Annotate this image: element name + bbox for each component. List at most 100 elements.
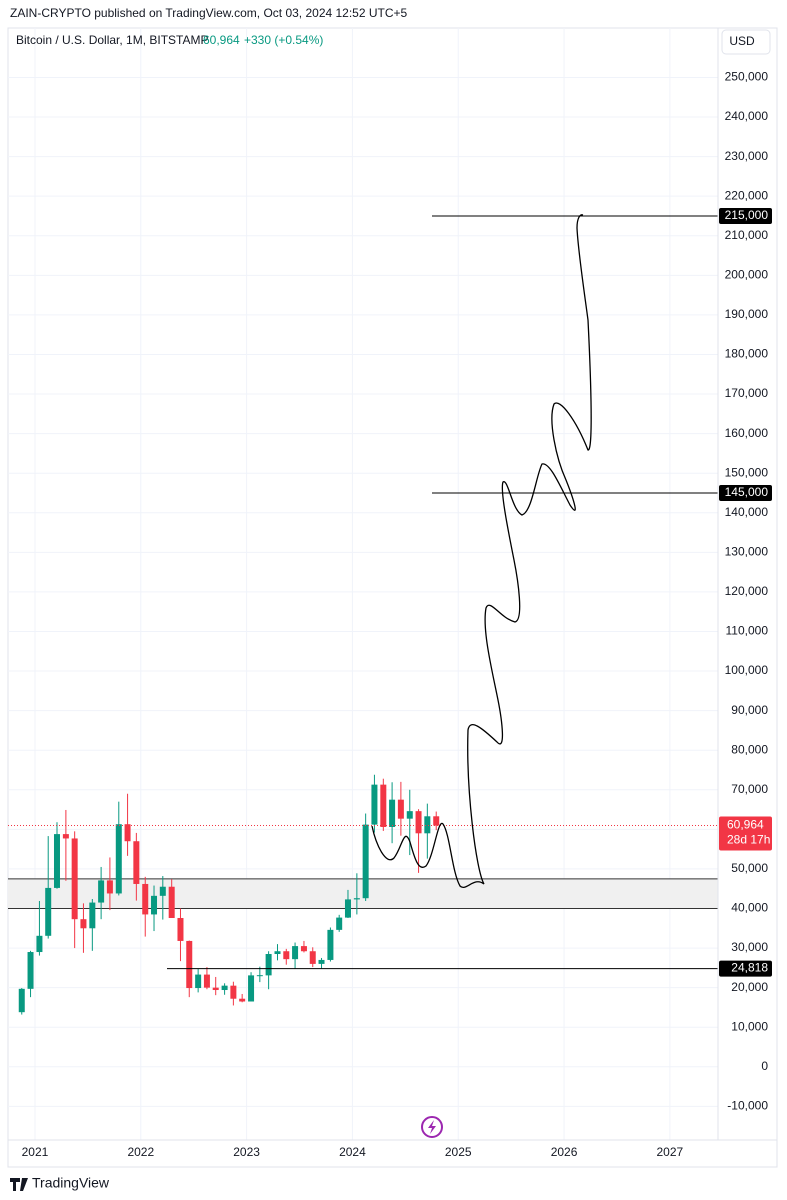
candle-body xyxy=(53,834,60,888)
candle-body xyxy=(389,799,396,827)
candle-body xyxy=(353,898,360,900)
candle-body xyxy=(239,998,246,1002)
y-tick-label: 250,000 xyxy=(725,70,769,84)
y-tick-label: 30,000 xyxy=(731,940,768,954)
grid xyxy=(8,28,718,1140)
candle-body xyxy=(300,946,307,952)
x-tick-label: 2021 xyxy=(22,1145,49,1159)
y-tick-label: 180,000 xyxy=(725,347,769,361)
candle-body xyxy=(177,917,184,941)
candle-body xyxy=(27,952,34,989)
candle-body xyxy=(186,940,193,989)
candle-body xyxy=(89,902,96,929)
y-tick-label: 240,000 xyxy=(725,109,769,123)
header-change: +330 (+0.54%) xyxy=(244,33,323,47)
level-box xyxy=(719,960,772,977)
candle-body xyxy=(424,816,431,834)
candle-body xyxy=(265,954,272,976)
candle-body xyxy=(380,784,387,827)
symbol-title: Bitcoin / U.S. Dollar, 1M, BITSTAMP xyxy=(16,33,209,47)
candle-body xyxy=(292,946,299,960)
y-tick-label: 50,000 xyxy=(731,861,768,875)
candle-body xyxy=(203,974,210,988)
candle-body xyxy=(397,799,404,819)
candle-body xyxy=(336,917,343,930)
candle-body xyxy=(371,784,378,825)
candle-body xyxy=(327,929,334,960)
currency-button[interactable] xyxy=(721,29,771,55)
candle-body xyxy=(274,951,281,955)
y-tick-label: -10,000 xyxy=(727,1099,768,1113)
candle-body xyxy=(318,959,325,964)
level-label: 145,000 xyxy=(725,485,769,499)
brand: TradingView xyxy=(32,1175,110,1191)
y-tick-label: 230,000 xyxy=(725,149,769,163)
x-tick-label: 2025 xyxy=(445,1145,472,1159)
last-price-box xyxy=(719,816,772,851)
freehand-drawing xyxy=(371,214,592,888)
candle-body xyxy=(212,987,219,991)
candle-body xyxy=(433,816,440,826)
candle-body xyxy=(71,838,78,920)
candle-body xyxy=(256,975,263,977)
candle-body xyxy=(221,985,228,991)
y-tick-label: 140,000 xyxy=(725,505,769,519)
candle-body xyxy=(151,895,158,915)
candle-body xyxy=(62,834,69,839)
x-tick-label: 2023 xyxy=(233,1145,260,1159)
logo-mark xyxy=(10,1178,28,1191)
candle-body xyxy=(159,886,166,896)
candle-body xyxy=(283,951,290,960)
y-tick-label: 150,000 xyxy=(725,465,769,479)
lightning xyxy=(428,1120,436,1134)
y-tick-label: 170,000 xyxy=(725,386,769,400)
candle-body xyxy=(195,974,202,989)
candle-body xyxy=(248,975,255,1002)
candle-body xyxy=(133,841,140,884)
level-label: 24,818 xyxy=(731,961,768,975)
y-tick-label: 40,000 xyxy=(731,901,768,915)
candle-body xyxy=(36,935,43,953)
x-tick-label: 2027 xyxy=(657,1145,684,1159)
candle-body xyxy=(309,951,316,964)
y-tick-label: 200,000 xyxy=(725,268,769,282)
plot xyxy=(8,215,718,1015)
candle-body xyxy=(98,880,105,903)
x-tick-label: 2022 xyxy=(127,1145,154,1159)
y-tick-label: 90,000 xyxy=(731,703,768,717)
x-tick-label: 2026 xyxy=(551,1145,578,1159)
y-tick-label: 110,000 xyxy=(726,624,769,638)
candle-body xyxy=(362,824,369,899)
candle-body xyxy=(106,880,113,894)
currency-label: USD xyxy=(729,34,755,48)
y-tick-label: 10,000 xyxy=(731,1019,768,1033)
countdown-label: 28d 17h xyxy=(727,833,770,847)
level-box xyxy=(719,207,772,224)
level-label: 215,000 xyxy=(725,208,769,222)
frame xyxy=(7,27,778,1168)
candle-body xyxy=(344,899,351,918)
y-tick-label: 210,000 xyxy=(725,228,769,242)
publisher-note: ZAIN-CRYPTO published on TradingView.com… xyxy=(10,6,408,20)
y-tick-label: 100,000 xyxy=(725,663,769,677)
y-tick-label: 20,000 xyxy=(731,980,768,994)
y-tick-label: 160,000 xyxy=(725,426,769,440)
candle-body xyxy=(406,811,413,819)
y-tick-label: 130,000 xyxy=(725,545,769,559)
last-price-label: 60,964 xyxy=(727,818,764,832)
price-axis: -10,000 0 10,000 20,000 30,000 40,000 50,000 60… xyxy=(8,28,777,1159)
candle-body xyxy=(415,811,422,834)
level-box xyxy=(719,484,772,501)
candle-body xyxy=(124,824,131,842)
candle-body xyxy=(115,824,122,894)
candle-body xyxy=(168,886,175,918)
candle-body xyxy=(80,919,87,929)
event-icon[interactable] xyxy=(421,1116,443,1138)
candle-body xyxy=(18,988,25,1013)
candle-body xyxy=(230,985,237,999)
y-tick-label: 190,000 xyxy=(725,307,769,321)
candle-body xyxy=(45,887,52,936)
candle-body xyxy=(142,883,149,915)
